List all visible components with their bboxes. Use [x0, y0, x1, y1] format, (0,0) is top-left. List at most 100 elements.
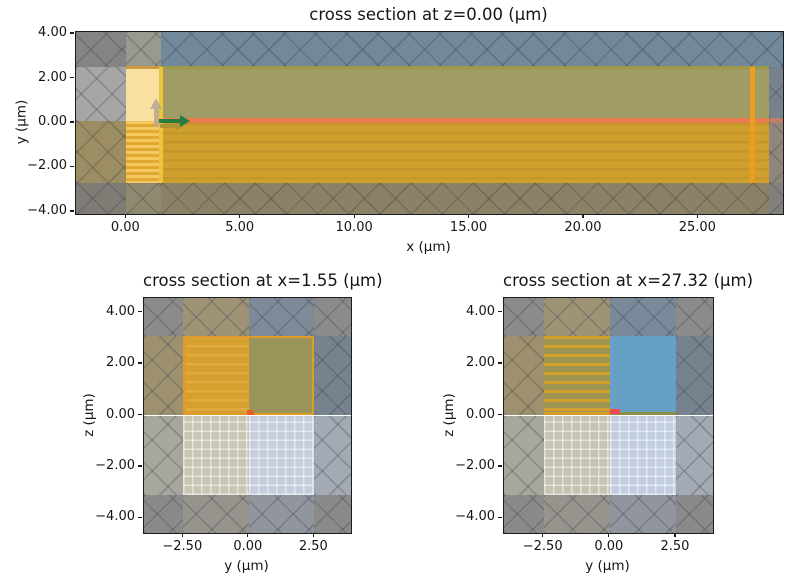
source-direction-arrow-shaft [159, 118, 180, 123]
y-tick-mark [498, 311, 502, 313]
x-tick-label: −2.50 [522, 539, 563, 554]
pml-region [504, 415, 544, 496]
y-tick-label: −4.00 [27, 202, 67, 218]
y-tick-label: 0.00 [466, 406, 495, 422]
substrate-mesh [543, 415, 610, 496]
y-tick-mark [70, 121, 74, 123]
pml-region [543, 298, 610, 336]
pml-region [769, 183, 783, 214]
y-tick-label: 0.00 [106, 406, 135, 422]
y-tick-mark [70, 210, 74, 212]
x-tick-mark [239, 214, 241, 218]
y-tick-label: 2.00 [466, 355, 495, 371]
y-tick-label: −4.00 [95, 509, 135, 525]
y-tick-label: 2.00 [38, 69, 67, 85]
y-tick-label: −2.00 [455, 457, 495, 473]
source-direction-arrow-head [179, 114, 190, 127]
substrate-mesh [609, 415, 676, 496]
y-tick-mark [498, 465, 502, 467]
y-tick-mark [138, 311, 142, 313]
x-tick-label: 10.00 [335, 220, 373, 235]
pml-region [183, 298, 249, 336]
y-tick-label: 2.00 [106, 355, 135, 371]
top-cladding [161, 66, 770, 119]
pml-region [769, 123, 783, 184]
structure-edge [161, 66, 770, 69]
x-tick-mark [353, 214, 355, 218]
x-tick-mark [124, 214, 126, 218]
buried-oxide [161, 123, 770, 184]
pml-region [314, 335, 351, 416]
pml-region [144, 335, 184, 416]
pml-region [675, 335, 713, 416]
secondary-direction-arrow-head [175, 121, 184, 132]
pml-region [769, 66, 783, 119]
structure-edge [126, 66, 163, 70]
pml-region [144, 298, 184, 336]
substrate-mesh [183, 415, 249, 496]
pml-region [248, 298, 315, 336]
x-tick-mark [674, 533, 676, 537]
x-tick-label: 25.00 [678, 220, 716, 235]
structure-edge [311, 335, 315, 415]
y-tick-label: 4.00 [38, 25, 67, 40]
output-monitor-line [749, 66, 755, 184]
x-axis-label: y (μm) [585, 558, 630, 574]
pml-region [609, 495, 676, 533]
waveguide-core-marker [609, 409, 621, 415]
x-axis-label: x (μm) [406, 239, 451, 255]
y-tick-mark [498, 413, 502, 416]
top-cladding [248, 335, 315, 415]
x-tick-label: 2.50 [298, 539, 328, 554]
pml-region [76, 121, 127, 184]
pml-region [126, 32, 162, 67]
pml-region [76, 66, 127, 122]
y-tick-mark [498, 516, 502, 518]
x-tick-label: 2.50 [660, 539, 690, 554]
y-tick-mark [498, 362, 502, 364]
y-tick-label: 4.00 [106, 303, 135, 319]
x-axis-label: y (μm) [224, 558, 269, 574]
x-tick-mark [696, 214, 698, 218]
pml-region [769, 118, 783, 124]
structure-edge [183, 335, 315, 339]
pml-region [675, 298, 713, 336]
plot-title: cross section at x=27.32 (μm) [503, 271, 754, 290]
mode-plane-stripes [183, 335, 249, 415]
pml-region [144, 495, 184, 533]
pml-region [183, 495, 249, 533]
polarization-arrow-shaft [153, 109, 159, 127]
slab-strip [609, 412, 676, 416]
y-tick-mark [138, 362, 142, 364]
plot-title: cross section at x=1.55 (μm) [143, 271, 383, 290]
x-tick-label: −2.50 [162, 539, 203, 554]
x-tick-mark [312, 533, 314, 537]
substrate-mesh [248, 415, 315, 496]
pml-region [144, 415, 184, 496]
pml-region [248, 495, 315, 533]
x-tick-label: 0.00 [594, 539, 624, 554]
pml-region [314, 415, 351, 496]
x-tick-label: 20.00 [564, 220, 602, 235]
x-tick-mark [247, 533, 249, 537]
y-tick-mark [138, 413, 142, 416]
pml-region [504, 335, 544, 416]
axes-area [143, 297, 352, 534]
secondary-direction-arrow-shaft [159, 124, 176, 129]
pml-region [504, 495, 544, 533]
y-tick-mark [70, 165, 74, 168]
pml-region [76, 32, 127, 67]
structure-edge [543, 412, 610, 416]
cladding-block [609, 335, 676, 413]
axes-area [503, 297, 714, 534]
pml-region [675, 495, 713, 533]
polarization-arrow-head [149, 98, 162, 110]
x-tick-mark [542, 533, 544, 537]
pml-region [126, 183, 162, 214]
y-tick-mark [70, 76, 74, 79]
pml-region [76, 183, 127, 214]
y-tick-label: −2.00 [27, 158, 67, 174]
y-tick-label: −4.00 [455, 509, 495, 525]
y-tick-mark [70, 32, 74, 34]
